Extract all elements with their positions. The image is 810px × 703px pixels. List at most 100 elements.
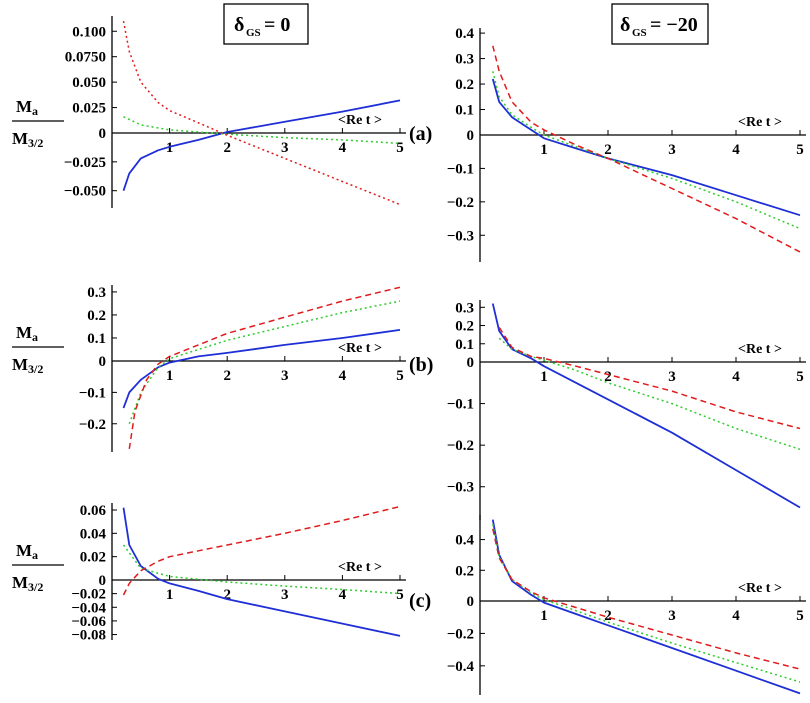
x-tick-label: 3: [281, 368, 289, 384]
y-tick-label: 0: [99, 126, 107, 142]
panel-c-left: <Re t > 0.06 0.04 0.02 0−0.02−0.04−0.06−0.08…: [71, 503, 406, 644]
y-tick-label: 0: [467, 128, 475, 144]
svg-text:Ma: Ma: [16, 541, 38, 562]
x-tick-label: 5: [396, 140, 404, 156]
y-tick-label: 0.3: [455, 300, 474, 316]
y-tick-label: −0.04: [71, 600, 106, 616]
x-tick-label: 3: [668, 142, 676, 158]
y-tick-label: −0.2: [447, 438, 474, 454]
panel-c-right: <Re t > 0.4 0.2 0 −0.2 −0.4 1 2 3 4 5: [447, 515, 806, 695]
header-left-delta: δ: [234, 14, 244, 36]
ylabel-den: M3/2: [12, 129, 43, 150]
y-tick-label: 0.0750: [65, 50, 106, 66]
x-tick-label: 5: [796, 142, 804, 158]
y-tick-label: 0.2: [455, 77, 474, 93]
x-tick-label: 1: [540, 369, 548, 385]
header-left-sub: GS: [246, 27, 261, 39]
x-tick-label: 4: [732, 369, 740, 385]
y-tick-label: −0.2: [447, 195, 474, 211]
svg-text:M3/2: M3/2: [12, 573, 43, 594]
y-tick-label: −0.08: [71, 628, 106, 644]
y-tick-label: 0.4: [455, 26, 474, 42]
header-right-value: = −20: [650, 14, 698, 36]
panel-b-left: <Re t > 0.3 0.2 0.1 0 −0.1 −0.2 1 2 3 4 5: [79, 285, 406, 452]
x-tick-label: 2: [604, 369, 612, 385]
y-tick-label: 0.1: [87, 331, 106, 347]
y-tick-label: −0.1: [447, 161, 474, 177]
x-tick-label: 1: [166, 587, 174, 603]
header-left-value: = 0: [264, 14, 290, 36]
y-tick-label: 0.100: [72, 24, 106, 40]
y-tick-label: 0.1: [455, 337, 474, 353]
series-solid-line: [122, 329, 401, 409]
plots: <Re t >0.1000.07500.0500.0250−0.025−0.05…: [64, 16, 806, 695]
y-tick-label: 0.2: [455, 563, 474, 579]
series-dashed-line: [498, 326, 801, 430]
x-tick-label: 4: [732, 608, 740, 624]
panel-a-left: <Re t > 0.100 0.0750 0.050 0.025 0 −0.025 −0.05…: [64, 16, 406, 208]
svg-text:Ma: Ma: [16, 323, 38, 344]
x-tick-label: 2: [223, 368, 231, 384]
y-tick-label: 0.06: [80, 503, 107, 519]
series-dashed-line: [122, 505, 401, 596]
y-tick-label: 0.4: [455, 533, 474, 549]
y-tick-label: −0.4: [447, 659, 475, 675]
x-tick-label: 3: [668, 608, 676, 624]
svg-text:M3/2: M3/2: [12, 355, 43, 376]
x-tick-label: 3: [281, 140, 289, 156]
y-tick-label: 0.025: [72, 101, 106, 117]
series-dotted_green-line: [498, 337, 801, 451]
x-tick-label: 3: [668, 369, 676, 385]
y-tick-label: 0.1: [455, 103, 474, 119]
panel-b-right: <Re t > 0.3 0.2 0.1 0 −0.1 −0.2 −0.3 1 2 3 4 5: [447, 300, 806, 520]
y-tick-label: 0: [99, 573, 107, 589]
series-solid-line: [491, 78, 801, 217]
x-tick-label: 4: [339, 587, 347, 603]
ylabel-row-a: Ma M3/2: [12, 97, 64, 150]
y-tick-label: 0.02: [80, 550, 106, 566]
panel-a-right: <Re t > 0.4 0.3 0.2 0.1 0 −0.1 −0.2 −0.3 1 2 3 4 5: [447, 26, 806, 262]
x-tick-label: 2: [223, 587, 231, 603]
x-tick-label: 5: [396, 587, 404, 603]
x-tick-label: 1: [540, 608, 548, 624]
y-tick-label: −0.2: [79, 417, 106, 433]
x-tick-label: 2: [604, 608, 612, 624]
y-tick-label: 0: [99, 354, 107, 370]
x-tick-label: 3: [281, 587, 289, 603]
x-tick-label: 5: [796, 369, 804, 385]
series-dotted_green-line: [123, 116, 401, 145]
y-tick-label: 0.3: [455, 52, 474, 68]
y-tick-label: 0: [467, 594, 475, 610]
y-tick-label: 0.04: [80, 526, 107, 542]
y-tick-label: −0.3: [447, 480, 474, 496]
x-tick-label: 5: [396, 368, 404, 384]
series-dotted_red-line: [122, 20, 401, 206]
x-tick-label: 2: [604, 142, 612, 158]
series-dotted_green-line: [492, 71, 801, 230]
header-right-sub: GS: [632, 27, 647, 39]
y-tick-label: −0.02: [71, 587, 106, 603]
series-dashed-line: [492, 528, 801, 670]
header-right-delta: δ: [620, 14, 630, 36]
series-solid-line: [122, 99, 401, 191]
y-tick-label: 0: [467, 355, 475, 371]
series-dashed-line: [492, 45, 801, 253]
series-solid-line: [491, 519, 801, 695]
ylabel-row-b: Ma M3/2: [12, 323, 64, 376]
header-right: δ GS = −20: [611, 3, 709, 45]
x-tick-label: 4: [339, 140, 347, 156]
x-tick-label: 2: [223, 140, 231, 156]
ylabel-row-c: Ma M3/2: [12, 541, 64, 594]
x-tick-label: 1: [166, 140, 174, 156]
series-solid-line: [122, 507, 401, 637]
x-tick-label: 5: [796, 608, 804, 624]
y-tick-label: −0.050: [64, 184, 106, 200]
series-solid-line: [491, 303, 801, 509]
x-tick-label: 4: [339, 368, 347, 384]
x-axis-label: <Re t >: [738, 581, 782, 596]
x-axis-label: <Re t >: [338, 341, 382, 356]
x-tick-label: 1: [540, 142, 548, 158]
series-dotted_green-line: [492, 524, 801, 683]
y-tick-label: −0.1: [79, 385, 106, 401]
y-tick-label: 0.2: [87, 308, 106, 324]
